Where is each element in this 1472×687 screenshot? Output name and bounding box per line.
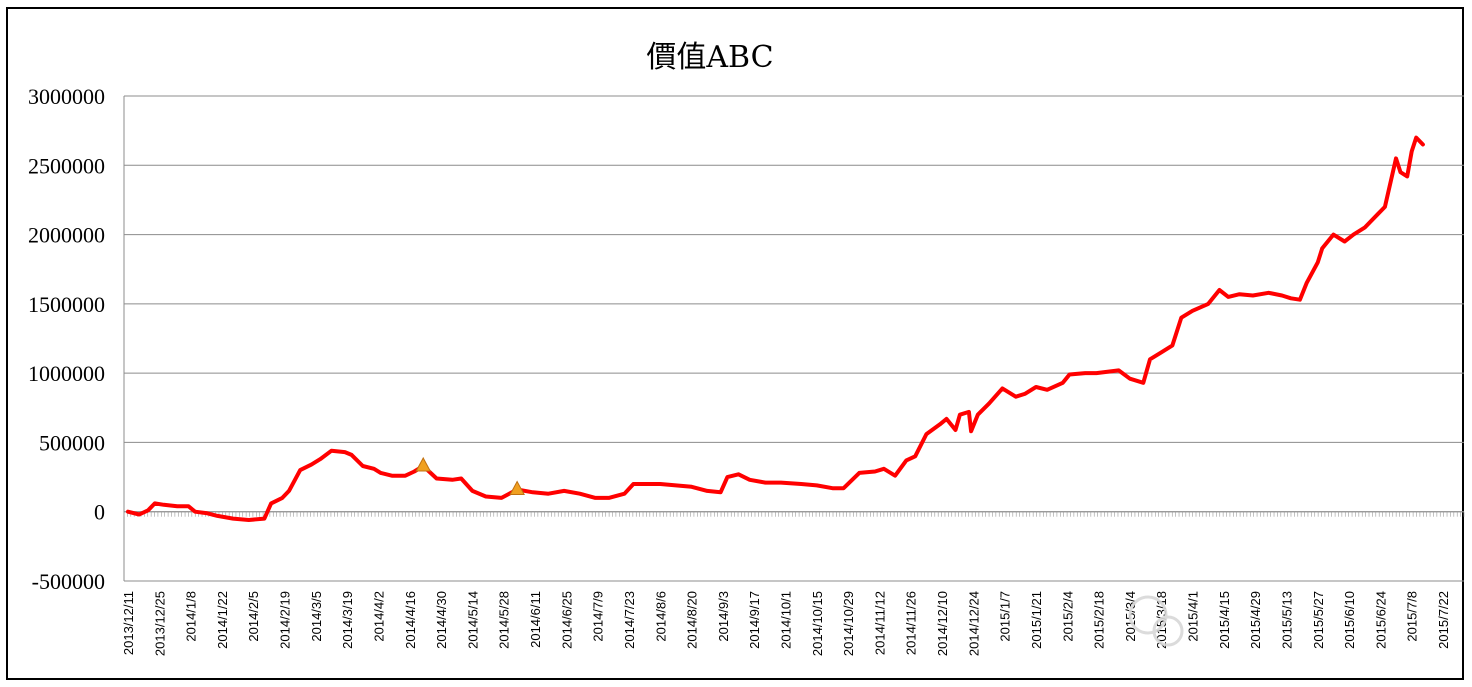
annotation-markers — [415, 456, 525, 496]
chart-title: 價值ABC — [646, 40, 773, 75]
x-tick-label: 2014/12/10 — [935, 591, 950, 656]
y-tick-label: 1000000 — [28, 361, 105, 386]
x-tick-label: 2014/10/1 — [779, 591, 794, 649]
x-tick-label: 2014/10/15 — [810, 591, 825, 656]
y-tick-label: -500000 — [32, 569, 105, 594]
triangle-marker — [415, 456, 432, 472]
x-tick-label: 2015/4/1 — [1186, 591, 1201, 642]
x-tick-label: 2014/6/25 — [559, 591, 574, 649]
y-tick-label: 2000000 — [28, 223, 105, 248]
x-tick-label: 2014/4/16 — [403, 591, 418, 649]
series-lines — [126, 135, 1425, 522]
line-chart: 價值ABC -500000 0 500000 1000000 1500000 200000… — [28, 40, 1465, 656]
x-tick-label: 2014/9/3 — [716, 591, 731, 642]
x-tick-labels: 2013/12/11 2013/12/25 2014/1/8 2014/1/22 201… — [121, 591, 1451, 656]
x-tick-label: 2015/7/22 — [1436, 591, 1451, 649]
x-tick-label: 2014/4/2 — [371, 591, 386, 642]
x-tick-label: 2014/11/26 — [904, 591, 919, 655]
x-tick-label: 2014/3/5 — [309, 591, 324, 642]
x-tick-label: 2015/2/18 — [1092, 591, 1107, 649]
x-tick-label: 2014/2/19 — [278, 591, 293, 649]
x-tick-label: 2015/5/27 — [1311, 591, 1326, 649]
grid-lines — [123, 95, 1464, 582]
x-tick-label: 2014/8/20 — [685, 591, 700, 649]
x-tick-label: 2015/6/10 — [1342, 591, 1357, 649]
x-tick-label: 2014/1/8 — [184, 591, 199, 642]
x-tick-label: 2014/9/17 — [747, 591, 762, 649]
y-tick-label: 3000000 — [28, 84, 105, 109]
x-tick-label: 2015/5/13 — [1279, 591, 1294, 649]
x-tick-label: 2014/1/22 — [215, 591, 230, 649]
x-tick-label: 2014/6/11 — [528, 591, 543, 648]
x-tick-label: 2014/8/6 — [653, 591, 668, 642]
y-tick-label: 0 — [94, 500, 105, 525]
x-tick-label: 2015/1/21 — [1029, 591, 1044, 649]
watermark-logo-icon — [1128, 595, 1168, 635]
x-tick-label: 2015/1/7 — [998, 591, 1013, 642]
series-line — [126, 135, 1425, 522]
chart-frame: 價值ABC -500000 0 500000 1000000 1500000 200000… — [6, 7, 1465, 680]
x-tick-label: 2014/7/23 — [622, 591, 637, 649]
y-tick-label: 500000 — [39, 430, 105, 455]
x-tick-label: 2013/12/25 — [152, 591, 167, 656]
x-tick-label: 2014/2/5 — [246, 591, 261, 642]
x-tick-label: 2014/4/30 — [434, 591, 449, 649]
watermark-logo-icon-2 — [1152, 615, 1184, 647]
x-axis — [123, 511, 1465, 517]
x-tick-label: 2015/4/29 — [1248, 591, 1263, 649]
watermark — [1128, 595, 1184, 647]
x-tick-label: 2013/12/11 — [121, 591, 136, 655]
y-tick-labels: -500000 0 500000 1000000 1500000 2000000 25000… — [28, 84, 105, 594]
y-tick-label: 1500000 — [28, 292, 105, 317]
x-tick-label: 2014/7/9 — [591, 591, 606, 642]
x-tick-label: 2014/5/14 — [465, 591, 480, 649]
x-tick-label: 2015/7/8 — [1405, 591, 1420, 642]
y-tick-label: 2500000 — [28, 153, 105, 178]
x-tick-label: 2014/3/19 — [340, 591, 355, 649]
x-tick-label: 2014/10/29 — [841, 591, 856, 656]
x-tick-label: 2015/2/4 — [1060, 591, 1075, 642]
triangle-marker — [509, 480, 525, 496]
x-tick-label: 2014/11/12 — [872, 591, 887, 655]
x-tick-label: 2015/4/15 — [1217, 591, 1232, 649]
x-tick-label: 2014/5/28 — [497, 591, 512, 649]
x-tick-label: 2015/6/24 — [1373, 591, 1388, 649]
x-tick-label: 2014/12/24 — [966, 591, 981, 656]
